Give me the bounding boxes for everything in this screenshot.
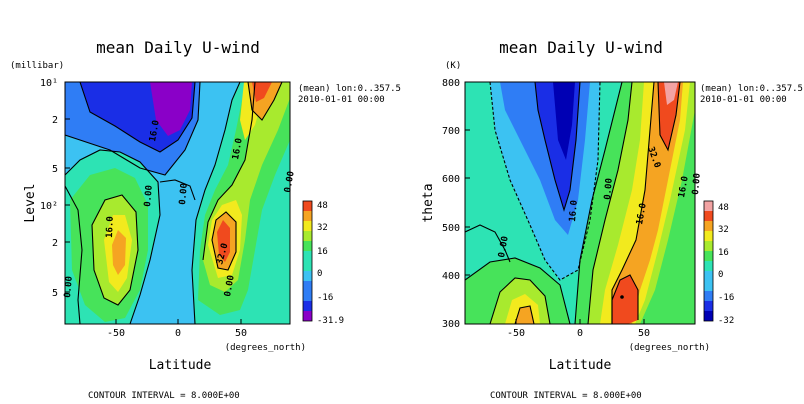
right-y-tick-label: 700 [442,126,460,137]
left-contour-line [202,82,256,261]
right-colorbar-label: -32 [718,316,734,326]
right-max-marker [620,295,624,299]
right-contour-line [657,82,681,152]
right-y-axis-label: theta [421,183,436,222]
left-band-top-40 [252,82,272,102]
right-info-line1: (mean) lon:0..357.5 [700,84,803,94]
left-y-tick-label: 2 [52,238,58,249]
right-contour-line [489,82,601,281]
right-contour-label: 16.0 [635,202,649,225]
left-info-line1: (mean) lon:0..357.5 [298,84,401,94]
left-contour-line [91,194,139,306]
right-y-tick-label: 500 [442,223,460,234]
left-contour-label: 0.00 [283,170,297,193]
right-x-units: (degrees_north) [629,343,710,353]
right-contour-label: 0.00 [691,173,703,195]
right-contour-line [611,82,655,324]
right-contour-label: 0.00 [603,178,615,200]
left-band-m32 [150,82,192,136]
right-colorbar-label: 32 [718,225,729,235]
left-colorbar-label: 48 [317,201,328,211]
left-colorbar-label: 16 [317,247,328,257]
left-chart-title: mean Daily U-wind [96,38,260,57]
left-contour-label: 16.0 [105,216,116,238]
right-band-nh-48 [664,82,678,105]
left-colorbar-label: -16 [317,293,333,303]
left-contour-label: 0.00 [223,274,237,297]
right-band-nh-low-40 [612,275,638,324]
left-contour-label: 0.00 [178,183,190,205]
left-panel: mean Daily U-wind (millibar) [10,38,401,401]
left-x-tick-label: 50 [235,328,247,339]
right-colorbar-label: 16 [718,248,729,258]
right-x-tick-label: -50 [507,328,525,339]
left-y-tick-label: 10² [40,201,58,212]
left-contour-label: 0.00 [63,276,75,298]
left-y-tick-marks [65,81,242,324]
left-y-tick-label: 5 [52,164,58,175]
right-colorbar-label: -16 [718,293,734,303]
left-y-tick-label: 2 [52,115,58,126]
right-contour-line [489,277,551,324]
right-band-nh-top-40 [658,82,680,150]
right-contour-line [465,224,511,263]
left-y-units: (millibar) [10,61,64,71]
left-band-sh-32 [112,230,126,275]
right-panel: mean Daily U-wind (K) [421,38,803,401]
left-y-axis-label: Level [23,183,38,222]
right-y-units: (K) [445,61,461,71]
right-contour-field [465,82,695,324]
left-contour-line [159,179,196,201]
right-contour-line [574,82,623,324]
right-info-line2: 2010-01-01 00:00 [700,95,787,105]
left-contour-line [65,149,161,324]
left-x-units: (degrees_north) [225,343,306,353]
right-tick-marks [465,81,645,324]
right-contour-line [587,82,633,324]
left-contour-label: 16.0 [231,137,245,160]
right-contour-line [611,274,639,324]
left-contour-line [65,185,83,324]
left-info-line2: 2010-01-01 00:00 [298,95,385,105]
right-colorbar-label: 0 [718,270,723,280]
right-y-tick-label: 300 [442,319,460,330]
right-y-tick-label: 800 [442,78,460,89]
left-band-nh-40 [217,220,230,262]
left-colorbar-label: 0 [317,269,322,279]
left-contour-line [211,211,237,271]
right-x-tick-label: 50 [638,328,650,339]
right-contour-label: 16.0 [677,175,691,198]
right-contour-line [465,257,571,324]
right-x-tick-label: 0 [577,328,583,339]
right-colorbar [703,200,714,322]
left-footer: CONTOUR INTERVAL = 8.000E+00 [88,391,240,401]
left-y-tick-label: 5 [52,288,58,299]
right-x-axis-label: Latitude [549,358,612,373]
left-colorbar [302,200,313,322]
left-contour-field [65,82,290,324]
left-contour-line [79,82,196,153]
right-contour-line [514,305,535,324]
right-colorbar-label: 48 [718,203,729,213]
left-contour-label: 16.0 [148,119,162,142]
right-footer: CONTOUR INTERVAL = 8.000E+00 [490,391,642,401]
right-contour-line [534,82,581,212]
right-contour-label: 16.0 [568,200,580,222]
left-x-tick-label: 0 [175,328,181,339]
right-y-tick-label: 600 [442,174,460,185]
left-colorbar-label: -31.9 [317,316,344,326]
right-contour-label: 0.00 [497,235,511,258]
right-band-m32 [553,82,575,160]
right-chart-title: mean Daily U-wind [499,38,663,57]
left-colorbar-label: 32 [317,223,328,233]
left-contour-line [247,82,283,121]
left-contour-line [191,82,241,324]
left-y-tick-label: 10¹ [40,78,58,89]
left-contour-line [65,82,201,176]
left-contour-label: 0.00 [143,185,155,207]
left-x-tick-label: -50 [107,328,125,339]
left-x-axis-label: Latitude [149,358,212,373]
right-y-tick-label: 400 [442,271,460,282]
